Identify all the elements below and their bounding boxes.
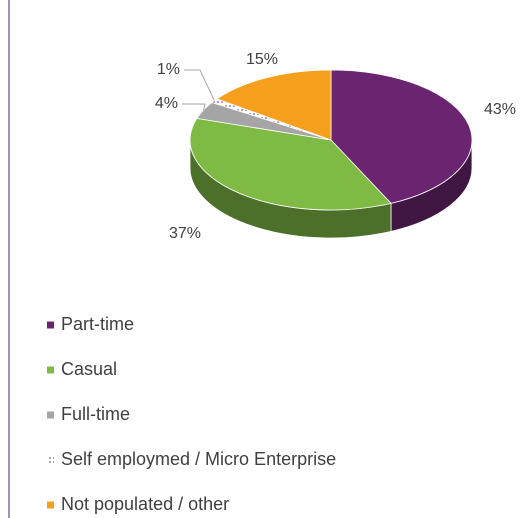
data-label: 4% xyxy=(155,95,178,112)
slice xyxy=(189,117,392,211)
slice xyxy=(330,69,473,204)
leader-line xyxy=(182,103,206,111)
legend-swatch xyxy=(47,366,54,374)
data-label: 37% xyxy=(169,225,201,242)
legend-label: Part-time xyxy=(61,314,134,334)
data-label: 1% xyxy=(157,61,180,78)
legend-label: Full-time xyxy=(61,404,130,424)
legend-swatch xyxy=(47,321,54,329)
legend-swatch xyxy=(47,456,54,464)
data-label: 15% xyxy=(246,51,278,68)
legend-swatch xyxy=(47,411,54,419)
legend-label: Not populated / other xyxy=(61,494,229,514)
legend-label: Casual xyxy=(61,359,117,379)
legend-swatch xyxy=(47,501,54,509)
data-label: 43% xyxy=(484,101,516,118)
legend-label: Self employmed / Micro Enterprise xyxy=(61,449,336,469)
slice xyxy=(216,69,332,141)
leader-line xyxy=(184,69,215,101)
